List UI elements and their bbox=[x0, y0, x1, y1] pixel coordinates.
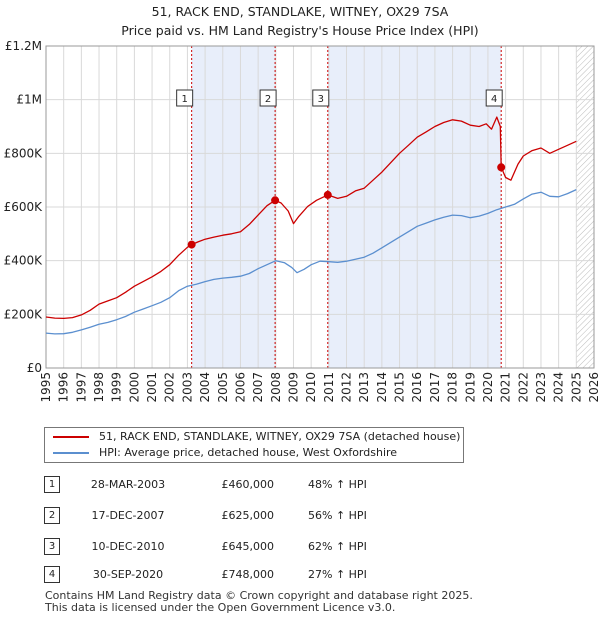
sale-number-box bbox=[485, 89, 503, 107]
x-tick-label: 2012 bbox=[340, 372, 354, 403]
sale-date: 17-DEC-2007 bbox=[91, 509, 165, 522]
sale-date: 10-DEC-2010 bbox=[91, 540, 165, 553]
sale-number: 3 bbox=[44, 538, 60, 555]
x-tick-label: 2000 bbox=[127, 372, 141, 403]
x-tick-label: 1998 bbox=[92, 372, 106, 403]
sale-number-box bbox=[176, 89, 194, 107]
sale-price: £748,000 bbox=[221, 568, 275, 581]
sale-number-label: 2 bbox=[265, 94, 271, 105]
y-tick-label: £600K bbox=[4, 200, 44, 214]
sale-point bbox=[323, 190, 332, 199]
y-tick-label: £200K bbox=[4, 307, 44, 321]
chart-title-line2: Price paid vs. HM Land Registry's House … bbox=[121, 23, 479, 38]
sale-point bbox=[271, 196, 280, 205]
legend-swatch-property bbox=[53, 436, 89, 438]
sale-point bbox=[497, 163, 506, 172]
series-line bbox=[45, 189, 577, 335]
sale-hpi-change: 62% ↑ HPI bbox=[308, 540, 367, 553]
x-tick-label: 2020 bbox=[481, 372, 495, 403]
x-tick-label: 2013 bbox=[357, 372, 371, 403]
sale-price: £645,000 bbox=[221, 540, 275, 553]
x-tick-label: 2009 bbox=[286, 372, 300, 403]
series-line bbox=[45, 116, 577, 320]
y-tick-label: £400K bbox=[4, 254, 44, 268]
x-tick-label: 2004 bbox=[198, 372, 212, 403]
sale-number-label: 3 bbox=[318, 94, 324, 105]
x-tick-label: 2026 bbox=[587, 372, 600, 403]
sale-date: 28-MAR-2003 bbox=[90, 478, 166, 491]
y-tick-label: £800K bbox=[4, 146, 44, 160]
sale-number: 2 bbox=[44, 507, 60, 524]
x-tick-label: 2022 bbox=[516, 372, 530, 403]
chart-title: 51, RACK END, STANDLAKE, WITNEY, OX29 7S… bbox=[0, 2, 600, 40]
x-tick-label: 1999 bbox=[110, 372, 124, 403]
sale-number: 1 bbox=[44, 476, 60, 493]
legend-swatch-hpi bbox=[53, 452, 89, 454]
sale-hpi-change: 48% ↑ HPI bbox=[308, 478, 367, 491]
sale-number-label: 1 bbox=[181, 94, 187, 105]
x-tick-label: 2017 bbox=[428, 372, 442, 403]
x-tick-label: 2014 bbox=[375, 372, 389, 403]
x-tick-label: 2011 bbox=[322, 372, 336, 403]
x-tick-label: 2007 bbox=[251, 372, 265, 403]
chart-title-line1: 51, RACK END, STANDLAKE, WITNEY, OX29 7S… bbox=[151, 4, 449, 19]
x-tick-label: 2008 bbox=[269, 372, 283, 403]
x-tick-label: 2015 bbox=[393, 372, 407, 403]
x-tick-label: 1996 bbox=[57, 372, 71, 403]
y-tick-label: £0 bbox=[27, 361, 42, 375]
x-tick-label: 2006 bbox=[233, 372, 247, 403]
plot-frame bbox=[45, 45, 595, 369]
x-tick-label: 2025 bbox=[569, 372, 583, 403]
sale-number-label: 4 bbox=[491, 94, 497, 105]
x-tick-label: 2001 bbox=[145, 372, 159, 403]
footer: Contains HM Land Registry data © Crown c… bbox=[45, 590, 473, 614]
x-tick-label: 2023 bbox=[534, 372, 548, 403]
y-tick-label: £1.2M bbox=[5, 39, 42, 53]
x-tick-label: 1995 bbox=[39, 372, 53, 403]
legend-label-hpi: HPI: Average price, detached house, West… bbox=[99, 446, 398, 459]
sale-date: 30-SEP-2020 bbox=[92, 568, 164, 581]
sale-price: £625,000 bbox=[221, 509, 275, 522]
sale-number-box bbox=[312, 89, 330, 107]
legend-label-property: 51, RACK END, STANDLAKE, WITNEY, OX29 7S… bbox=[99, 430, 461, 443]
sale-hpi-change: 56% ↑ HPI bbox=[308, 509, 367, 522]
x-tick-label: 2024 bbox=[552, 372, 566, 403]
x-tick-label: 2021 bbox=[499, 372, 513, 403]
legend: 51, RACK END, STANDLAKE, WITNEY, OX29 7S… bbox=[44, 427, 464, 463]
x-tick-label: 2005 bbox=[216, 372, 230, 403]
x-tick-label: 2010 bbox=[304, 372, 318, 403]
sale-price: £460,000 bbox=[221, 478, 275, 491]
x-tick-label: 2018 bbox=[446, 372, 460, 403]
x-tick-label: 1997 bbox=[74, 372, 88, 403]
x-tick-label: 2002 bbox=[163, 372, 177, 403]
x-tick-label: 2016 bbox=[410, 372, 424, 403]
sale-point bbox=[187, 240, 196, 249]
x-tick-label: 2003 bbox=[180, 372, 194, 403]
sale-number: 4 bbox=[44, 566, 60, 583]
footer-line1: Contains HM Land Registry data © Crown c… bbox=[45, 589, 473, 602]
y-tick-label: £1M bbox=[16, 93, 42, 107]
sale-hpi-change: 27% ↑ HPI bbox=[308, 568, 367, 581]
x-tick-label: 2019 bbox=[463, 372, 477, 403]
sale-number-box bbox=[259, 89, 277, 107]
footer-line2: This data is licensed under the Open Gov… bbox=[45, 601, 396, 614]
